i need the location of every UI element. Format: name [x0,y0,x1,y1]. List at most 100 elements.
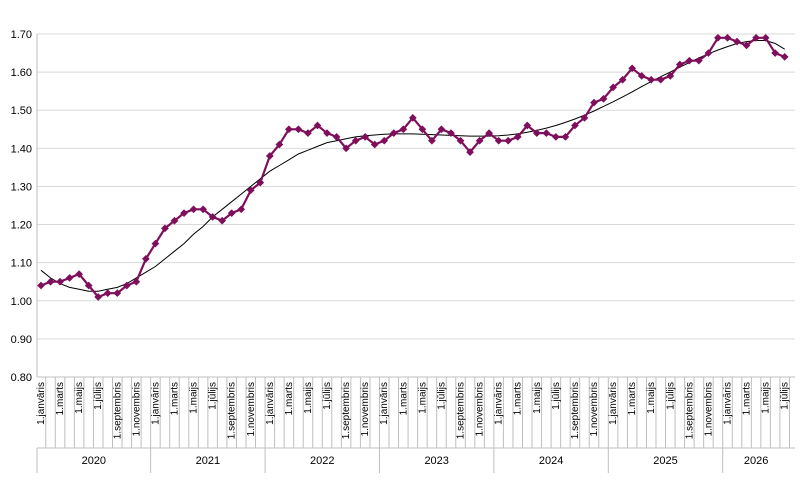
y-tick-label: 1.60 [11,67,32,79]
x-tick-label: 1.jūlijs [436,382,447,410]
x-tick-label: 1.maijs [303,382,314,414]
data-point [628,64,637,73]
y-tick-label: 0.90 [11,334,32,346]
data-point [304,129,312,138]
data-point [84,281,93,290]
data-point [380,136,389,145]
x-tick-label: 1.septembris [341,382,352,439]
x-tick-label: 1.septembris [456,382,467,439]
data-point [351,136,360,145]
data-point [494,136,503,145]
data-point [56,277,65,286]
x-tick-label: 1.marts [513,382,524,415]
x-tick-label: 1.janvāris [722,382,733,425]
y-tick-label: 1.40 [11,143,32,155]
y-tick-label: 1.20 [11,220,32,232]
y-tick-label: 1.70 [11,29,32,41]
x-tick-label: 1.septembris [570,382,581,439]
year-axis: 2020 2021 2022 2023 2024 2025 2026 [36,447,795,473]
year-label: 2026 [744,455,768,467]
y-tick-label: 1.30 [11,181,32,193]
x-tick-label: 1.jūlijs [780,382,791,410]
data-point [580,113,589,122]
data-series [37,33,789,301]
data-point [694,56,703,65]
data-point [113,289,122,298]
data-point [265,152,274,160]
data-point [75,270,84,279]
data-point [504,136,513,145]
data-point [618,75,627,84]
data-point [418,125,427,134]
x-tick-label: 1.marts [55,382,66,415]
x-axis: 1.janvāris 1.marts 1.maijs 1.jūlijs 1.septem… [36,376,795,448]
data-point [551,132,560,141]
y-tick-label: 1.10 [11,258,32,270]
data-point [590,98,598,107]
data-point [237,205,246,214]
x-tick-label: 1.janvāris [494,382,505,425]
x-tick-label: 1.septembris [112,382,123,439]
data-point [447,129,455,138]
data-point [561,132,570,141]
data-point [275,140,284,149]
data-point [389,129,398,138]
x-tick-label: 1.marts [398,382,409,415]
data-point [704,49,713,58]
trend-line [40,40,785,292]
x-tick-label: 1.jūlijs [551,382,562,410]
data-point [761,33,770,42]
data-point [685,56,694,65]
data-point [733,37,741,46]
data-point [675,60,684,69]
x-tick-label: 1.novembris [131,382,142,436]
y-axis: 0.80 0.90 1.00 1.10 1.20 1.30 1.40 1.50 1.60 1.70 [11,29,38,384]
data-point [141,254,150,263]
y-tick-label: 1.50 [11,105,32,117]
data-point [132,277,141,286]
x-tick-label: 1.maijs [646,382,657,414]
data-point [246,186,255,195]
x-tick-label: 1.janvāris [265,382,276,425]
year-label: 2023 [424,455,448,467]
data-point [294,125,303,134]
x-tick-label: 1.jūlijs [322,382,333,410]
data-point [666,71,675,80]
data-point [160,224,169,233]
x-tick-label: 1.janvāris [150,382,161,425]
data-point [570,121,579,130]
data-point [94,293,103,301]
data-point [342,144,351,153]
x-tick-label: 1.novembris [589,382,600,436]
data-point [475,136,484,145]
x-tick-label: 1.maijs [532,382,543,414]
y-tick-label: 1.00 [11,296,32,308]
y-tick-label: 0.80 [11,372,32,384]
data-point [323,129,331,138]
x-tick-label: 1.janvāris [608,382,619,425]
gridlines [37,33,795,378]
data-point [103,289,112,298]
data-point [208,212,217,221]
x-tick-label: 1.maijs [761,382,772,414]
data-point [513,132,522,141]
data-point [256,178,265,187]
data-point [523,121,532,130]
data-point [427,136,436,145]
data-point [399,125,408,134]
year-label: 2022 [310,455,334,467]
year-label: 2021 [196,455,220,467]
data-point [599,94,608,103]
data-point [752,33,761,42]
data-point [151,239,160,248]
data-point [180,209,188,218]
data-point [714,33,722,42]
x-tick-label: 1.novembris [246,382,257,436]
data-point [485,129,494,138]
year-label: 2020 [82,455,106,467]
data-point [218,216,227,225]
x-tick-label: 1.janvāris [36,382,47,425]
trendline [40,40,785,292]
data-point [771,49,780,58]
